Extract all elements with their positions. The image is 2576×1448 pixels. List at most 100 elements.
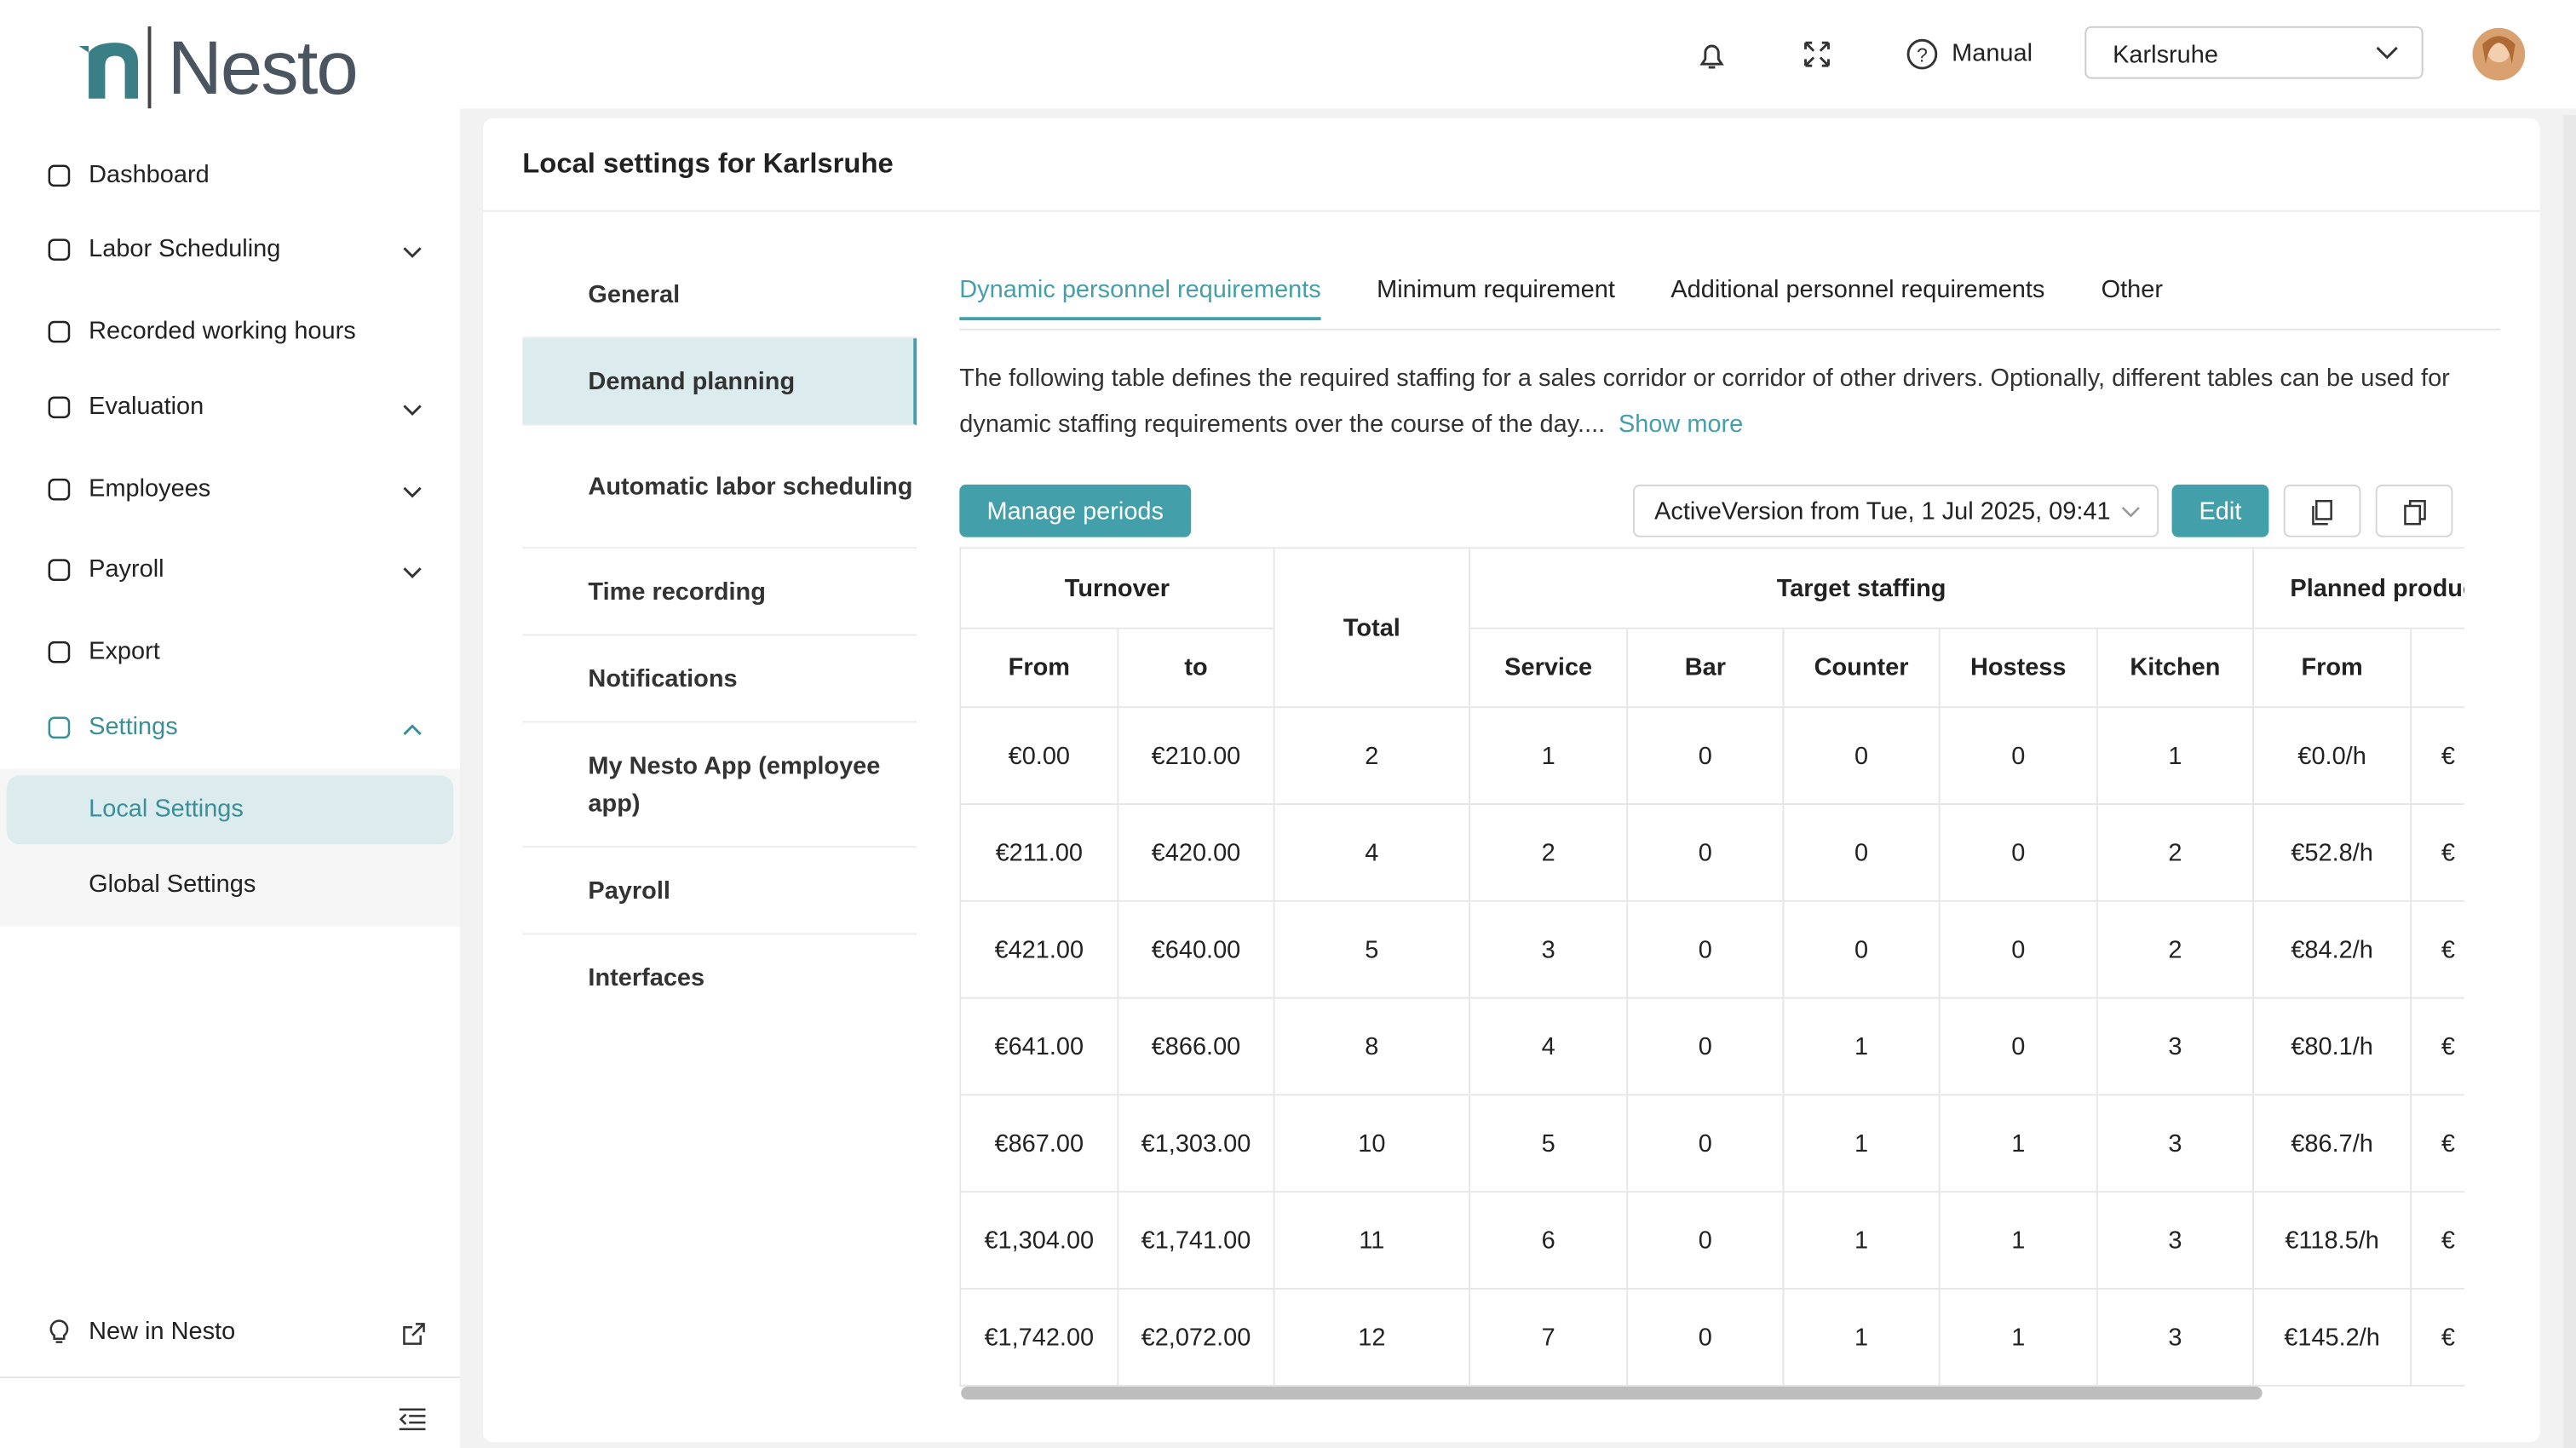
help-icon[interactable]: ? (1906, 37, 1939, 71)
table-cell: 1 (1782, 1191, 1941, 1290)
table-container: Turnover Total Target staffing Planned prod… (959, 547, 2464, 1388)
external-icon[interactable] (401, 1321, 428, 1347)
table-cell: 2 (2096, 899, 2254, 999)
page-scrollbar[interactable] (2562, 114, 2576, 1448)
column-header: From (959, 627, 1119, 709)
nav-text: Settings (89, 712, 178, 741)
submenu-item[interactable]: Interfaces (588, 964, 705, 992)
table-cell: €0.0/h (2252, 706, 2412, 805)
manual-link[interactable]: Manual (1952, 39, 2033, 68)
submenu-item[interactable]: Notifications (522, 635, 917, 723)
table-cell: €1,742.00 (959, 1287, 1119, 1387)
nav-item[interactable]: Payroll (46, 555, 164, 583)
submenu-item[interactable]: Automatic labor scheduling (522, 425, 917, 549)
location-select[interactable]: Karlsruhe (2084, 26, 2424, 79)
nav-icon (48, 715, 71, 738)
submenu-item[interactable]: Time recording (522, 549, 917, 636)
table-cell: 12 (1273, 1287, 1471, 1387)
table-cell: € (2410, 1287, 2464, 1387)
chevron (2376, 46, 2398, 60)
table-cell: 4 (1273, 803, 1471, 902)
nav-text: Evaluation (89, 392, 204, 421)
table-cell: 0 (1626, 899, 1785, 999)
edit-button[interactable]: Edit (2171, 484, 2269, 537)
svg-text:?: ? (1917, 43, 1928, 66)
collapse-icon[interactable] (399, 1408, 426, 1431)
table-row: €211.00 €420.00 4 2 0 0 0 2 €52.8/h € (959, 803, 2464, 902)
table-cell: € (2410, 997, 2464, 1096)
table-cell: 1 (2096, 706, 2254, 805)
table-cell: 1 (1782, 1287, 1941, 1387)
nav-item[interactable]: Evaluation (46, 393, 204, 421)
version-select[interactable]: ActiveVersion from Tue, 1 Jul 2025, 09:4… (1632, 484, 2159, 537)
nav-item[interactable]: Recorded working hours (46, 317, 356, 345)
scrollbar[interactable] (961, 1386, 2263, 1400)
table-cell: 0 (1782, 803, 1941, 902)
page-title: Local settings for Karlsruhe (522, 147, 894, 180)
table-cell: 3 (2096, 1094, 2254, 1193)
table-cell: €641.00 (959, 997, 1119, 1096)
table-cell: €421.00 (959, 899, 1119, 999)
brand: Nesto (167, 24, 359, 111)
nav-text: Export (89, 637, 160, 666)
nav-item[interactable]: Labor Scheduling (46, 235, 280, 263)
table-cell: 1 (1469, 706, 1629, 805)
submenu-item[interactable]: Global Settings (89, 871, 256, 899)
table-cell: 0 (1938, 706, 2098, 805)
nav-item[interactable]: Export (46, 637, 160, 665)
nav-item[interactable]: Dashboard (46, 161, 210, 189)
group-header: Turnover (959, 547, 1275, 629)
column-header: Kitchen (2096, 627, 2254, 709)
nav-item[interactable]: Employees (46, 474, 210, 503)
nav-text: Payroll (89, 554, 164, 583)
logo-mark (78, 26, 152, 109)
show-more-link[interactable]: Show more (1618, 411, 1744, 439)
table-cell: 1 (1782, 1094, 1941, 1193)
table-cell: 5 (1273, 899, 1471, 999)
table-cell: €2,072.00 (1117, 1287, 1275, 1387)
tab[interactable]: Minimum requirement (1377, 275, 1615, 304)
manage-periods-button[interactable]: Manage periods (959, 484, 1192, 537)
paste-button[interactable] (2375, 484, 2453, 537)
submenu-item[interactable]: Payroll (522, 848, 917, 935)
submenu-item[interactable]: General (522, 251, 917, 339)
fullscreen-icon[interactable] (1803, 39, 1832, 69)
column-header: Bar (1626, 627, 1785, 709)
nav-text: Employees (89, 474, 211, 503)
bell-icon[interactable] (1695, 39, 1728, 72)
table-row: €0.00 €210.00 2 1 0 0 0 1 €0.0/h € (959, 706, 2464, 805)
column-header: to (1117, 627, 1275, 709)
submenu-item[interactable]: My Nesto App (employee app) (522, 723, 917, 848)
table-row: €1,742.00 €2,072.00 12 7 0 1 1 3 €145.2/h € (959, 1287, 2464, 1387)
new-text: New in Nesto (89, 1317, 236, 1346)
table-cell: €1,741.00 (1117, 1191, 1275, 1290)
tab-active[interactable]: Dynamic personnel requirements (959, 276, 1321, 321)
header-row: From to Service Bar Counter Hostess Kitchen Fro… (959, 627, 2464, 709)
nav-icon (48, 640, 71, 663)
avatar[interactable] (2472, 27, 2526, 81)
table-cell: €86.7/h (2252, 1094, 2412, 1193)
table-row: €641.00 €866.00 8 4 0 1 0 3 €80.1/h € (959, 997, 2464, 1096)
table-cell: €640.00 (1117, 899, 1275, 999)
table-cell: 1 (1938, 1287, 2098, 1387)
location-text: Karlsruhe (2113, 41, 2218, 69)
table-cell: € (2410, 803, 2464, 902)
nav-item[interactable]: Settings (46, 713, 178, 741)
table-cell: 0 (1626, 1191, 1785, 1290)
nav-icon (48, 477, 71, 500)
table-cell: 7 (1469, 1287, 1629, 1387)
divider (0, 1376, 460, 1379)
table-cell: €867.00 (959, 1094, 1119, 1193)
table-cell: € (2410, 1094, 2464, 1193)
table-cell: € (2410, 899, 2464, 999)
table-cell: €80.1/h (2252, 997, 2412, 1096)
new-in-nesto[interactable]: New in Nesto (46, 1317, 236, 1346)
tab[interactable]: Additional personnel requirements (1670, 275, 2045, 304)
submenu-item-active[interactable]: Local Settings (6, 775, 454, 845)
table-cell: 10 (1273, 1094, 1471, 1193)
tab[interactable]: Other (2101, 275, 2163, 304)
copy-button[interactable] (2283, 484, 2361, 537)
chevron (403, 486, 422, 498)
submenu-item-active[interactable]: Demand planning (522, 338, 917, 426)
group-header: Target staffing (1469, 547, 2254, 629)
